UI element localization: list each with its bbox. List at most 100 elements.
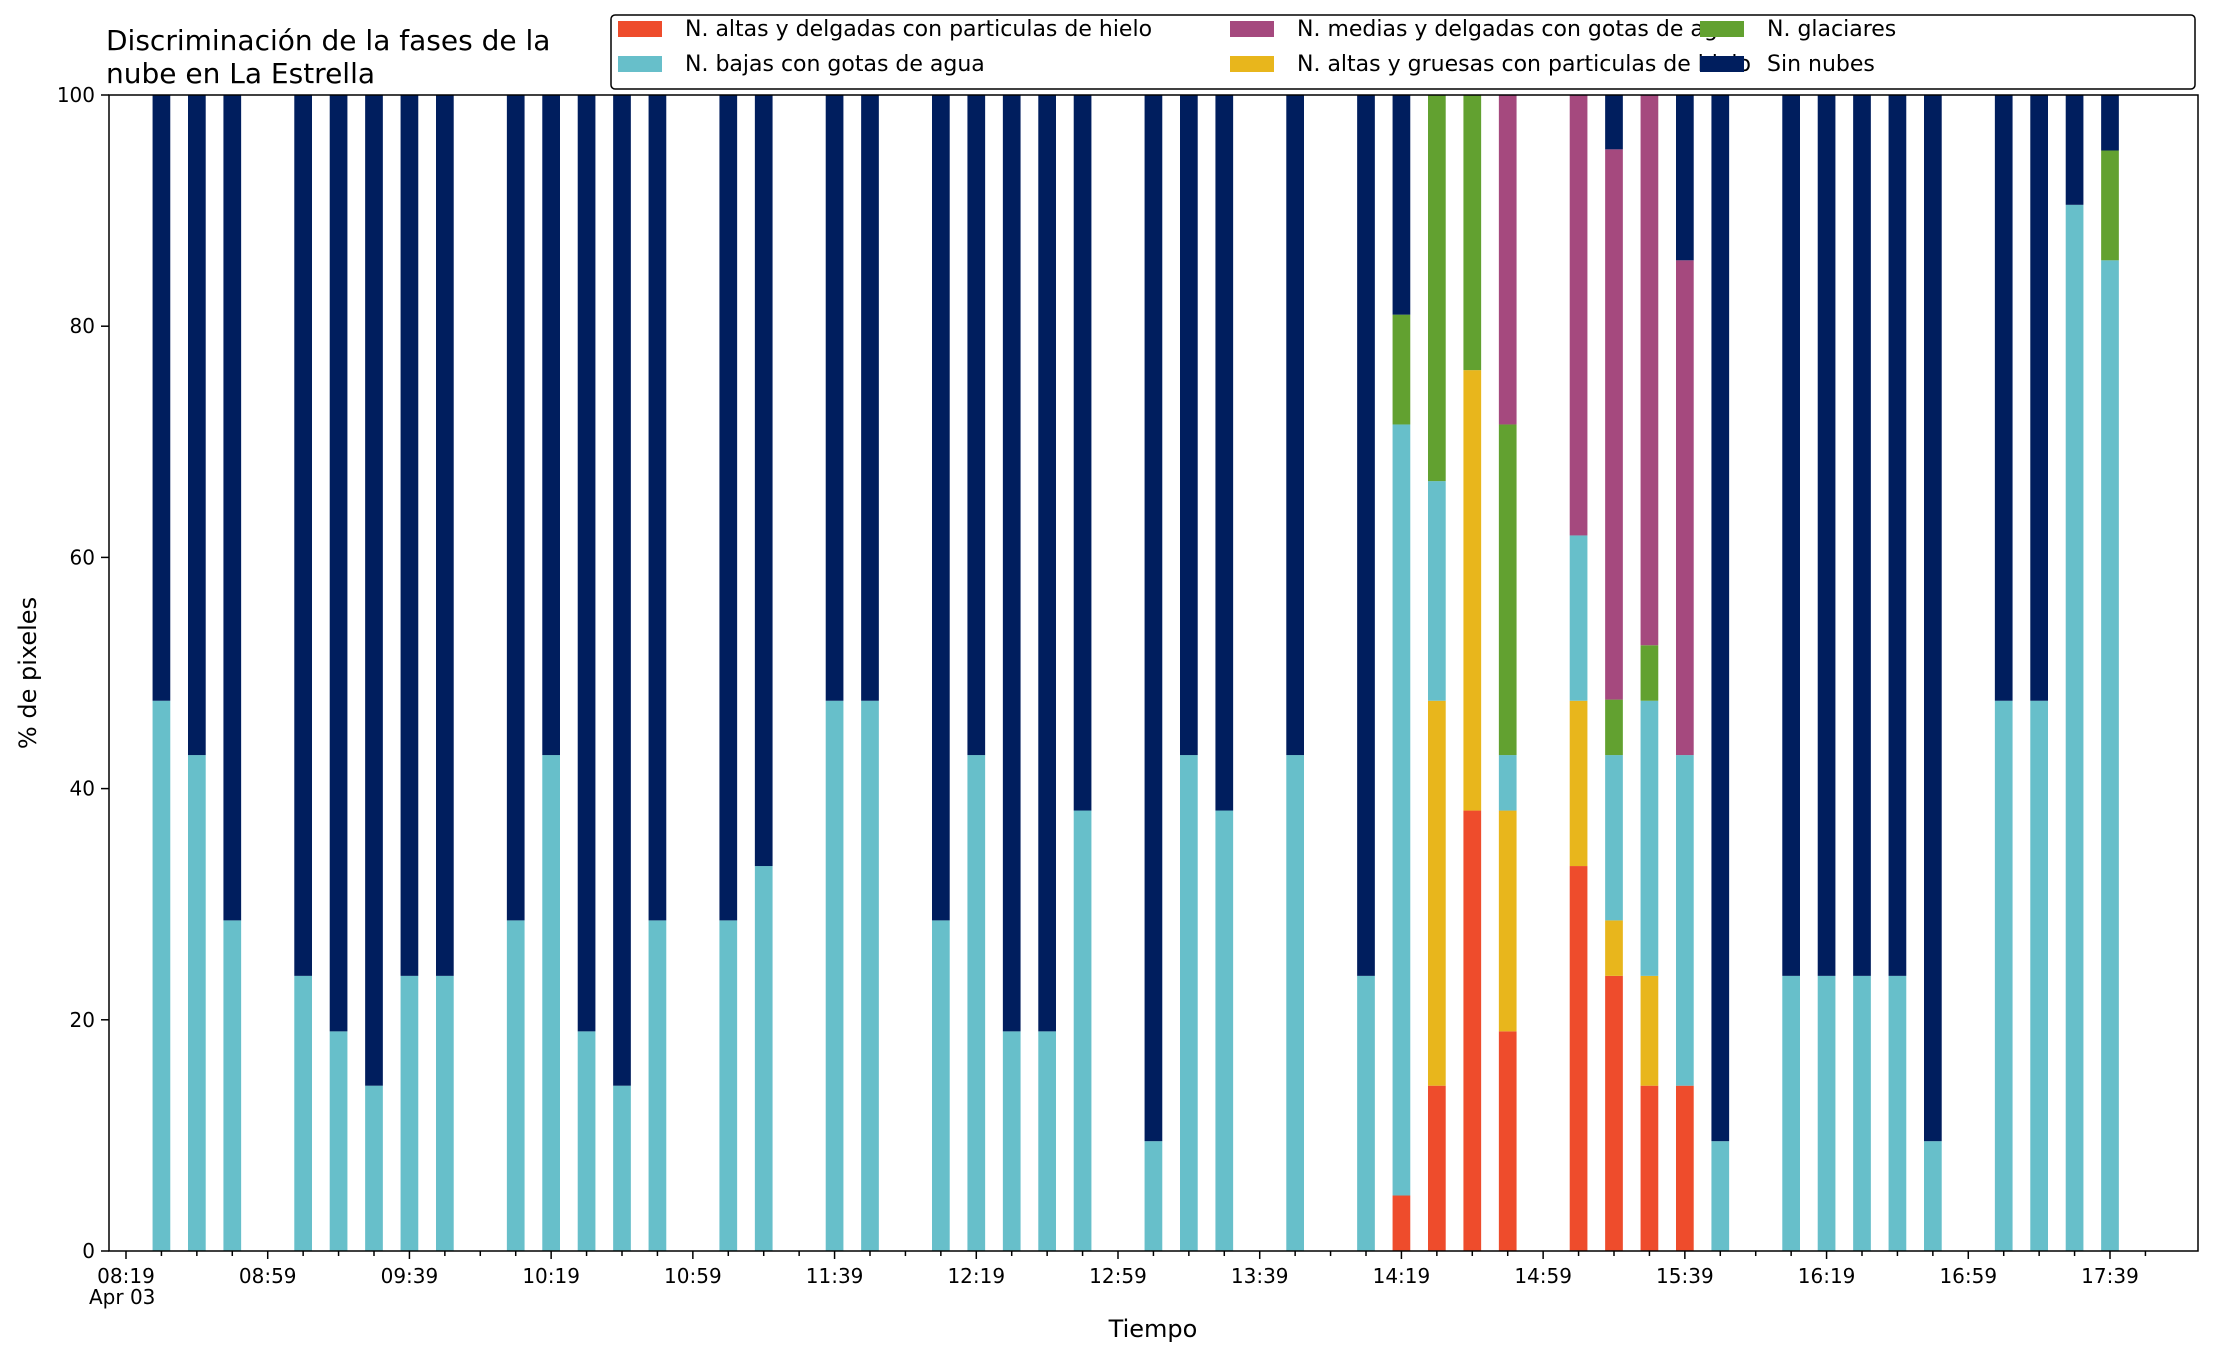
bar-36-segment-2 bbox=[1782, 975, 1800, 1251]
legend-label-2: N. bajas con gotas de agua bbox=[685, 52, 985, 77]
bar-40-segment-2 bbox=[1924, 1141, 1942, 1251]
x-tick-label-1: 08:59 bbox=[239, 1264, 297, 1288]
bar-32-segment-5 bbox=[1605, 95, 1623, 150]
bar-40-segment-5 bbox=[1924, 95, 1942, 1142]
bar-36-segment-5 bbox=[1782, 95, 1800, 976]
bar-32-segment-2 bbox=[1605, 755, 1623, 921]
bar-44-segment-2 bbox=[2101, 260, 2119, 1251]
bar-3-segment-2 bbox=[294, 975, 312, 1251]
bars-group bbox=[152, 95, 2119, 1251]
legend-label-5: Sin nubes bbox=[1767, 52, 1875, 77]
bar-26-segment-5 bbox=[1357, 95, 1375, 976]
bar-33-segment-4 bbox=[1640, 95, 1659, 646]
bar-16-segment-2 bbox=[861, 700, 879, 1251]
x-tick-label-13: 16:59 bbox=[1939, 1264, 1997, 1288]
y-tick-label-1: 20 bbox=[70, 1008, 95, 1032]
bar-27-segment-0 bbox=[1392, 1195, 1411, 1251]
bar-39-segment-2 bbox=[1888, 975, 1907, 1251]
bar-29-segment-3 bbox=[1463, 95, 1482, 371]
x-tick-label-7: 12:59 bbox=[1089, 1264, 1147, 1288]
bar-41-segment-2 bbox=[1994, 700, 2013, 1251]
y-tick-label-3: 60 bbox=[70, 545, 95, 569]
x-tick-label-0: 08:19 bbox=[97, 1264, 155, 1288]
bar-17-segment-5 bbox=[932, 95, 950, 921]
bar-31-segment-0 bbox=[1569, 866, 1588, 1251]
bar-24-segment-5 bbox=[1215, 95, 1234, 811]
x-axis-ticks: 08:19 08:59 09:39 10:19 10:59 11:39 12:19 12:59… bbox=[97, 1251, 2147, 1288]
x-tick-label-10: 14:59 bbox=[1514, 1264, 1572, 1288]
bar-1-segment-5 bbox=[188, 95, 206, 756]
bar-42-segment-2 bbox=[2030, 700, 2048, 1251]
bar-21-segment-2 bbox=[1073, 810, 1092, 1251]
bar-9-segment-2 bbox=[542, 755, 560, 1251]
bar-21-segment-5 bbox=[1073, 95, 1092, 811]
bar-5-segment-2 bbox=[365, 1085, 383, 1251]
bar-28-segment-1 bbox=[1428, 700, 1446, 1086]
bar-42-segment-5 bbox=[2030, 95, 2048, 701]
bar-12-segment-5 bbox=[648, 95, 667, 921]
x-tick-label-5: 11:39 bbox=[806, 1264, 864, 1288]
bar-13-segment-5 bbox=[719, 95, 738, 921]
bar-20-segment-2 bbox=[1038, 1031, 1056, 1251]
bar-7-segment-5 bbox=[436, 95, 454, 976]
bar-10-segment-2 bbox=[577, 1031, 596, 1251]
bar-28-segment-0 bbox=[1428, 1085, 1446, 1251]
bar-31-segment-4 bbox=[1569, 95, 1588, 536]
bar-25-segment-5 bbox=[1286, 95, 1304, 756]
y-tick-label-2: 40 bbox=[70, 777, 95, 801]
bar-29-segment-0 bbox=[1463, 810, 1482, 1251]
bar-1-segment-2 bbox=[188, 755, 206, 1251]
bar-8-segment-2 bbox=[506, 920, 525, 1251]
x-tick-label-14: 17:39 bbox=[2081, 1264, 2139, 1288]
bar-30-segment-4 bbox=[1498, 95, 1517, 425]
bar-39-segment-5 bbox=[1888, 95, 1907, 976]
bar-44-segment-5 bbox=[2101, 95, 2119, 151]
bar-30-segment-3 bbox=[1498, 424, 1517, 756]
bar-25-segment-2 bbox=[1286, 755, 1304, 1251]
bar-35-segment-2 bbox=[1711, 1141, 1730, 1251]
bar-43-segment-5 bbox=[2065, 95, 2084, 205]
bar-13-segment-2 bbox=[719, 920, 738, 1251]
bar-20-segment-5 bbox=[1038, 95, 1056, 1032]
bar-4-segment-2 bbox=[329, 1031, 348, 1251]
bar-44-segment-3 bbox=[2101, 150, 2119, 261]
bar-19-segment-5 bbox=[1002, 95, 1021, 1032]
bar-33-segment-0 bbox=[1640, 1085, 1659, 1251]
bar-23-segment-2 bbox=[1180, 755, 1198, 1251]
bar-5-segment-5 bbox=[365, 95, 383, 1086]
bar-3-segment-5 bbox=[294, 95, 312, 976]
legend-label-0: N. altas y delgadas con particulas de hi… bbox=[685, 17, 1152, 42]
bar-28-segment-3 bbox=[1428, 95, 1446, 482]
legend-swatch-1 bbox=[1230, 56, 1274, 72]
bar-27-segment-2 bbox=[1392, 424, 1411, 1196]
x-tick-label-3: 10:19 bbox=[522, 1264, 580, 1288]
bar-15-segment-5 bbox=[825, 95, 844, 701]
legend-swatch-0 bbox=[618, 21, 662, 37]
bar-38-segment-5 bbox=[1853, 95, 1871, 976]
bar-30-segment-0 bbox=[1498, 1031, 1517, 1251]
bar-33-segment-3 bbox=[1640, 645, 1659, 701]
bar-34-segment-2 bbox=[1676, 755, 1694, 1086]
y-tick-label-5: 100 bbox=[57, 83, 95, 107]
bar-31-segment-1 bbox=[1569, 700, 1588, 867]
bar-14-segment-2 bbox=[754, 866, 773, 1251]
bar-19-segment-2 bbox=[1002, 1031, 1021, 1251]
bar-23-segment-5 bbox=[1180, 95, 1198, 756]
bar-17-segment-2 bbox=[932, 920, 950, 1251]
bar-6-segment-5 bbox=[400, 95, 419, 976]
bar-34-segment-0 bbox=[1676, 1085, 1694, 1251]
legend-label-4: N. medias y delgadas con gotas de agua bbox=[1297, 17, 1745, 42]
x-axis-label: Tiempo bbox=[1108, 1315, 1198, 1343]
bar-27-segment-3 bbox=[1392, 314, 1411, 425]
legend-swatch-3 bbox=[1700, 21, 1744, 37]
legend: N. altas y delgadas con particulas de hi… bbox=[610, 14, 2196, 90]
x-tick-label-9: 14:19 bbox=[1373, 1264, 1431, 1288]
bar-32-segment-1 bbox=[1605, 920, 1623, 976]
bar-34-segment-5 bbox=[1676, 95, 1694, 261]
x-tick-label-2: 09:39 bbox=[381, 1264, 439, 1288]
legend-label-1: N. altas y gruesas con particulas de hie… bbox=[1297, 52, 1751, 77]
bar-32-segment-4 bbox=[1605, 149, 1623, 700]
bar-10-segment-5 bbox=[577, 95, 596, 1032]
bar-37-segment-2 bbox=[1817, 975, 1836, 1251]
